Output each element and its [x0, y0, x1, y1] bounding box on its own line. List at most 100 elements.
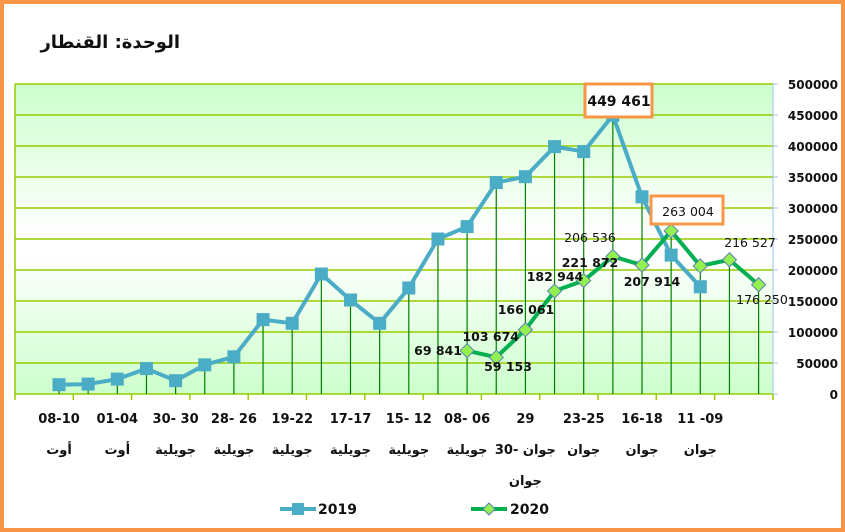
data-label-2020: 176 250 [736, 292, 788, 307]
series-2019-point [373, 316, 387, 330]
y-tick-label: 200000 [788, 264, 838, 278]
x-tick-label: 08- 06 جويلية [444, 412, 490, 458]
legend-2019-label: 2019 [318, 502, 357, 518]
x-tick-label-line: 08-10 [38, 412, 80, 427]
x-tick-label-line: جوان [509, 474, 542, 489]
data-label-2020: 59 153 [484, 359, 532, 374]
x-tick-label: 19-22 جويلية [271, 412, 313, 458]
series-2020-point [692, 258, 709, 274]
x-tick-label-line: 15- 12 [386, 412, 432, 427]
series-2019-point [635, 190, 649, 204]
series-2019-point [344, 293, 357, 307]
data-label-2020: 263 004 [662, 204, 714, 219]
series-2020-point [663, 223, 679, 239]
legend: 2019 2020 [280, 502, 549, 518]
x-tick-label-line: جويلية [447, 443, 488, 458]
series-2020-point [605, 248, 621, 265]
series-2019-point [431, 232, 445, 246]
x-tick-label-line: أوت [46, 441, 72, 458]
x-tick-label-line: جوان -30 [495, 443, 556, 458]
series-2019-point [285, 316, 299, 330]
series-2019-point [460, 220, 474, 234]
series-2019-point [110, 372, 124, 386]
x-tick-label-line: جويلية [213, 443, 254, 458]
x-tick-label-line: 19-22 [271, 412, 313, 427]
y-tick-label: 350000 [788, 171, 838, 185]
x-tick-label: 01-04 أوت [97, 412, 139, 458]
series-2019-point [139, 362, 153, 376]
y-tick-label: 150000 [788, 295, 838, 309]
series-2019-point [52, 378, 66, 392]
series-2020-point [575, 272, 592, 289]
x-tick-label-line: جويلية [330, 443, 371, 458]
legend-2020-label: 2020 [510, 502, 549, 518]
y-tick-label: 300000 [788, 202, 838, 216]
data-label-2020: 103 674 [462, 329, 519, 344]
data-label-2020: 206 536 [564, 230, 616, 245]
series-2019-point [227, 350, 241, 364]
y-tick-label: 100000 [788, 326, 838, 340]
data-label-2020: 207 914 [624, 274, 681, 289]
legend-2019-square-marker-icon [292, 503, 304, 515]
y-tick-label: 0 [830, 388, 838, 402]
x-tick-label: 16-18 جوان [621, 412, 663, 458]
y-tick-label: 450000 [788, 109, 838, 123]
series-2019-point [489, 176, 503, 190]
series-2019-point [402, 281, 416, 295]
x-tick-label-line: 17-17 [330, 412, 372, 427]
x-tick-label: 23-25 جوان [563, 412, 605, 458]
x-tick-label-line: جوان [567, 443, 600, 458]
series-2019-point [198, 358, 212, 372]
data-label-2020: 182 944 [527, 269, 584, 284]
x-tick-label-line: جوان [625, 443, 658, 458]
series-2019-point [693, 280, 707, 294]
series-2020-point [488, 349, 504, 366]
x-tick-label-line: 29 [516, 412, 534, 427]
data-label-2019-peak: 449 461 [587, 94, 650, 110]
chart-title: الوحدة: القنطار [39, 32, 180, 53]
series-2019-point [314, 267, 328, 281]
highlight-box [649, 194, 725, 226]
data-label-2020: 69 841 [414, 343, 462, 358]
data-label-2020: 216 527 [724, 235, 776, 250]
x-tick-label-line: جويلية [272, 443, 313, 458]
x-tick-label-line: جوان [684, 443, 717, 458]
x-tick-label-line: أوت [104, 441, 130, 458]
x-tick-label: 28- 26 جويلية [211, 412, 257, 458]
y-tick-label: 250000 [788, 233, 838, 247]
series-2019-point [577, 145, 591, 159]
series-2020-point [517, 322, 534, 338]
x-tick-label-line: 30- 30 [153, 412, 199, 427]
series-2020-point [459, 342, 475, 359]
series-2019-point [664, 248, 678, 262]
series-2019-point [548, 140, 562, 154]
series-2019-point [518, 170, 532, 184]
legend-2020-diamond-marker-icon [482, 502, 496, 516]
x-tick-label-line: 28- 26 [211, 412, 257, 427]
data-label-2020: 221 872 [562, 255, 619, 270]
x-tick-label-line: 23-25 [563, 412, 605, 427]
series-2019-point [169, 374, 183, 388]
y-tick-label: 50000 [796, 357, 838, 371]
x-tick-label-line: جويلية [155, 443, 196, 458]
x-tick-label: 15- 12 جويلية [386, 412, 432, 458]
series-2020-point [634, 257, 650, 273]
x-tick-label-line: 16-18 [621, 412, 663, 427]
data-label-2020: 166 061 [498, 302, 555, 317]
x-tick-label: 17-17 جويلية [330, 412, 372, 458]
y-tick-label: 400000 [788, 140, 838, 154]
x-tick-label: 08-10 أوت [38, 412, 80, 458]
x-tick-label: 30- 30 جويلية [153, 412, 199, 458]
series-2019-point [81, 377, 95, 391]
highlight-box [583, 82, 654, 119]
series-2020-point [546, 283, 563, 299]
series-2020-point [750, 277, 767, 293]
series-2020-point [721, 252, 738, 268]
x-tick-label-line: جويلية [388, 443, 429, 458]
y-tick-label: 500000 [788, 78, 838, 92]
x-tick-label: 29 جوان -30 جوان [495, 412, 556, 489]
series-2019-point [256, 313, 270, 327]
x-tick-label-line: 08- 06 [444, 412, 490, 427]
x-tick-label-line: 01-04 [97, 412, 139, 427]
